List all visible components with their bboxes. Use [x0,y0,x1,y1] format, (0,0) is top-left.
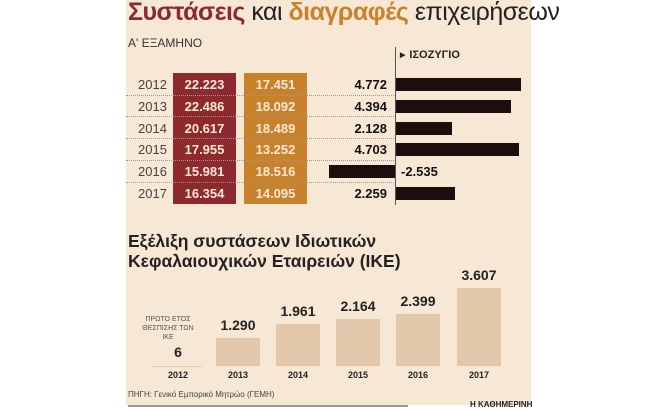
registrations-value: 16.354 [184,186,225,201]
title-deletions: διαγραφές [288,0,409,26]
ike-value-label: 1.290 [220,317,256,334]
balance-value: 4.772 [354,77,387,92]
registrations-value: 17.955 [184,142,225,158]
chart-title: Συστάσεις και διαγραφές επιχειρήσεων [128,0,560,27]
subtitle: Α' ΕΞΑΜΗΝΟ [128,36,203,50]
table-row: 2014 20.617 18.489 2.128 [126,118,531,138]
balance-value: 4.703 [354,142,387,158]
balance-bar [396,78,521,91]
title-businesses: επιχειρήσεων [414,0,560,26]
table-row: 2016 15.981 18.516 -2.535 [126,161,531,181]
ike-year-label: 2013 [227,370,249,380]
balance-bar [396,143,520,157]
ike-chart-title: Εξέλιξη συστάσεων Ιδιωτικών Κεφαλαιουχικ… [128,231,401,271]
registrations-value: 15.981 [184,164,225,180]
balance-value: 4.394 [354,98,387,114]
year-label: 2017 [138,186,167,201]
row-divider [126,116,394,118]
deletions-value: 18.516 [255,164,296,180]
registrations-value: 22.486 [184,98,225,114]
balance-axis [395,47,396,205]
deletions-value: 18.092 [255,98,296,114]
ike-year-label: 2017 [468,370,490,380]
table-row: 2017 16.354 14.095 2.259 [126,183,531,203]
ike-bar [276,323,320,366]
registrations-value: 20.617 [184,120,225,136]
ike-year-label: 2015 [347,370,369,380]
ike-year-label: 2012 [167,370,189,380]
ike-bar [396,314,440,366]
year-label: 2014 [138,120,167,136]
ike-bar [457,288,501,366]
balance-bar [396,187,456,200]
brand-logo: Η ΚΑΘΗΜΕΡΙΝΗ [470,400,533,409]
ike-value-label: 2.164 [340,298,376,315]
ike-bar [216,338,260,366]
registrations-value: 22.223 [184,77,225,92]
ike-value-label: 6 [174,344,182,360]
row-divider [126,94,394,96]
ike-year-label: 2014 [287,370,309,380]
year-label: 2015 [138,142,167,158]
balance-bar [396,121,452,135]
ike-bar [336,319,380,366]
table-row: 2013 22.486 18.092 4.394 [126,96,531,116]
footer-rule [128,405,408,407]
ike-baseline-2012 [152,366,202,367]
balance-bar [328,165,395,179]
deletions-value: 13.252 [255,142,296,158]
source-note: ΠΗΓΗ: Γενικό Εμπορικό Μητρώο (ΓΕΜΗ) [128,390,275,399]
year-label: 2012 [138,77,167,92]
row-divider [126,181,394,183]
ike-year-label: 2016 [407,370,429,380]
ike-value-label: 2.399 [400,293,436,310]
balance-value: -2.535 [401,164,438,180]
balance-value: 2.128 [354,120,387,136]
row-divider [126,138,394,140]
ike-value-label: 3.607 [461,267,497,283]
year-label: 2016 [138,164,167,180]
table-row: 2012 22.223 17.451 4.772 [126,74,531,94]
deletions-value: 17.451 [255,77,296,92]
table-row: 2015 17.955 13.252 4.703 [126,139,531,159]
deletions-value: 18.489 [255,120,296,136]
year-label: 2013 [138,98,167,114]
balance-bar [396,99,512,113]
balance-value: 2.259 [354,186,387,201]
row-divider [126,159,394,161]
title-and: και [251,0,283,26]
deletions-value: 14.095 [255,186,296,201]
title-registrations: Συστάσεις [128,0,245,26]
balance-header: ΙΣΟΖΥΓΙΟ [400,49,460,61]
ike-value-label: 1.961 [280,302,316,319]
ike-annotation: ΠΡΩΤΟ ΕΤΟΣ ΘΕΣΠΙΣΗΣ ΤΩΝ ΙΚΕ [142,316,194,341]
